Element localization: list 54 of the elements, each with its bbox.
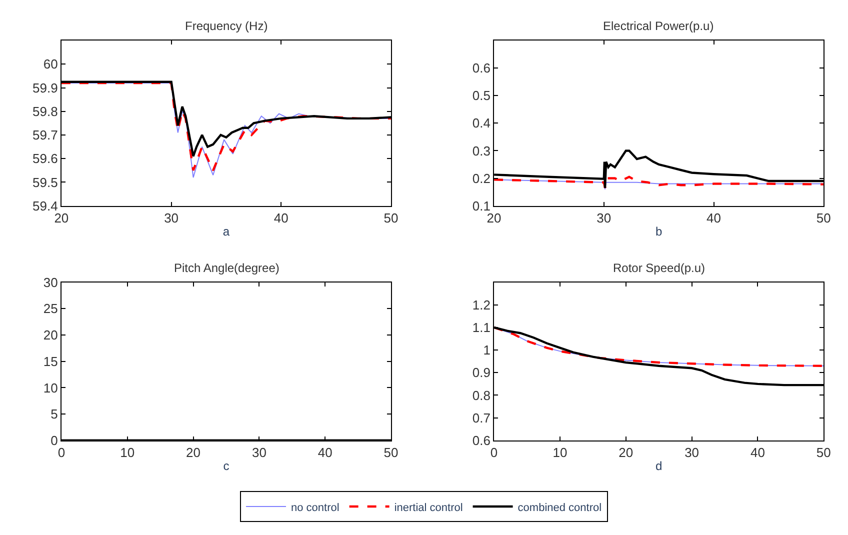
y-tick-label: 30: [43, 274, 58, 290]
y-tick-label: 25: [43, 301, 58, 316]
x-axis-title: a: [222, 224, 230, 238]
y-tick-label: 59.9: [32, 80, 58, 96]
legend-label: inertial control: [394, 502, 463, 514]
x-tick-label: 30: [252, 445, 266, 460]
y-tick-label: 0.3: [472, 143, 490, 158]
y-tick-label: 20: [43, 328, 58, 343]
y-tick-label: 0.2: [472, 170, 490, 186]
y-tick-label: 0.7: [472, 410, 490, 426]
y-tick-label: 59.8: [32, 104, 58, 119]
y-tick-label: 10: [43, 380, 58, 396]
x-tick-label: 40: [318, 445, 332, 460]
x-tick-label: 10: [120, 445, 135, 460]
y-tick-label: 0.5: [472, 88, 490, 104]
y-tick-label: 1.1: [472, 320, 490, 336]
x-axis-title: d: [655, 458, 662, 473]
x-tick-label: 30: [164, 210, 179, 226]
x-tick-label: 50: [816, 210, 831, 226]
x-tick-label: 50: [384, 445, 398, 460]
chart-title: Frequency (Hz): [185, 19, 268, 33]
chart-title: Electrical Power(p.u): [603, 19, 714, 33]
x-tick-label: 40: [706, 210, 722, 226]
y-tick-label: 1.2: [472, 297, 490, 312]
x-tick-label: 50: [816, 445, 831, 460]
line-series: [494, 176, 824, 189]
x-tick-label: 40: [750, 445, 765, 460]
y-tick-label: 59.4: [32, 198, 58, 214]
x-tick-label: 30: [596, 210, 612, 226]
y-tick-label: 0.6: [472, 432, 490, 448]
y-tick-label: 59.5: [32, 174, 58, 190]
y-tick-label: 0: [50, 432, 58, 448]
y-tick-label: 0.8: [472, 388, 490, 403]
chart-title: Rotor Speed(p.u): [613, 261, 706, 275]
x-tick-label: 10: [552, 445, 568, 460]
x-tick-label: 20: [186, 445, 201, 460]
chart-title: Pitch Angle(degree): [174, 261, 280, 275]
y-tick-label: 0.4: [472, 116, 490, 131]
y-tick-label: 59.6: [32, 151, 58, 166]
x-tick-label: 20: [618, 445, 634, 460]
y-tick-label: 60: [43, 56, 58, 72]
x-tick-label: 40: [274, 210, 288, 226]
legend-label: combined control: [518, 502, 602, 514]
y-tick-label: 59.7: [32, 128, 58, 143]
x-tick-label: 30: [684, 445, 700, 460]
y-tick-label: 0.9: [472, 365, 490, 380]
y-tick-label: 0.6: [472, 60, 490, 76]
x-axis-title: c: [223, 458, 230, 473]
x-axis-title: b: [655, 224, 662, 238]
y-tick-label: 1: [483, 342, 490, 358]
y-tick-label: 15: [43, 354, 58, 369]
legend-label: no control: [291, 502, 340, 514]
x-tick-label: 50: [384, 210, 398, 226]
y-tick-label: 5: [50, 406, 58, 422]
